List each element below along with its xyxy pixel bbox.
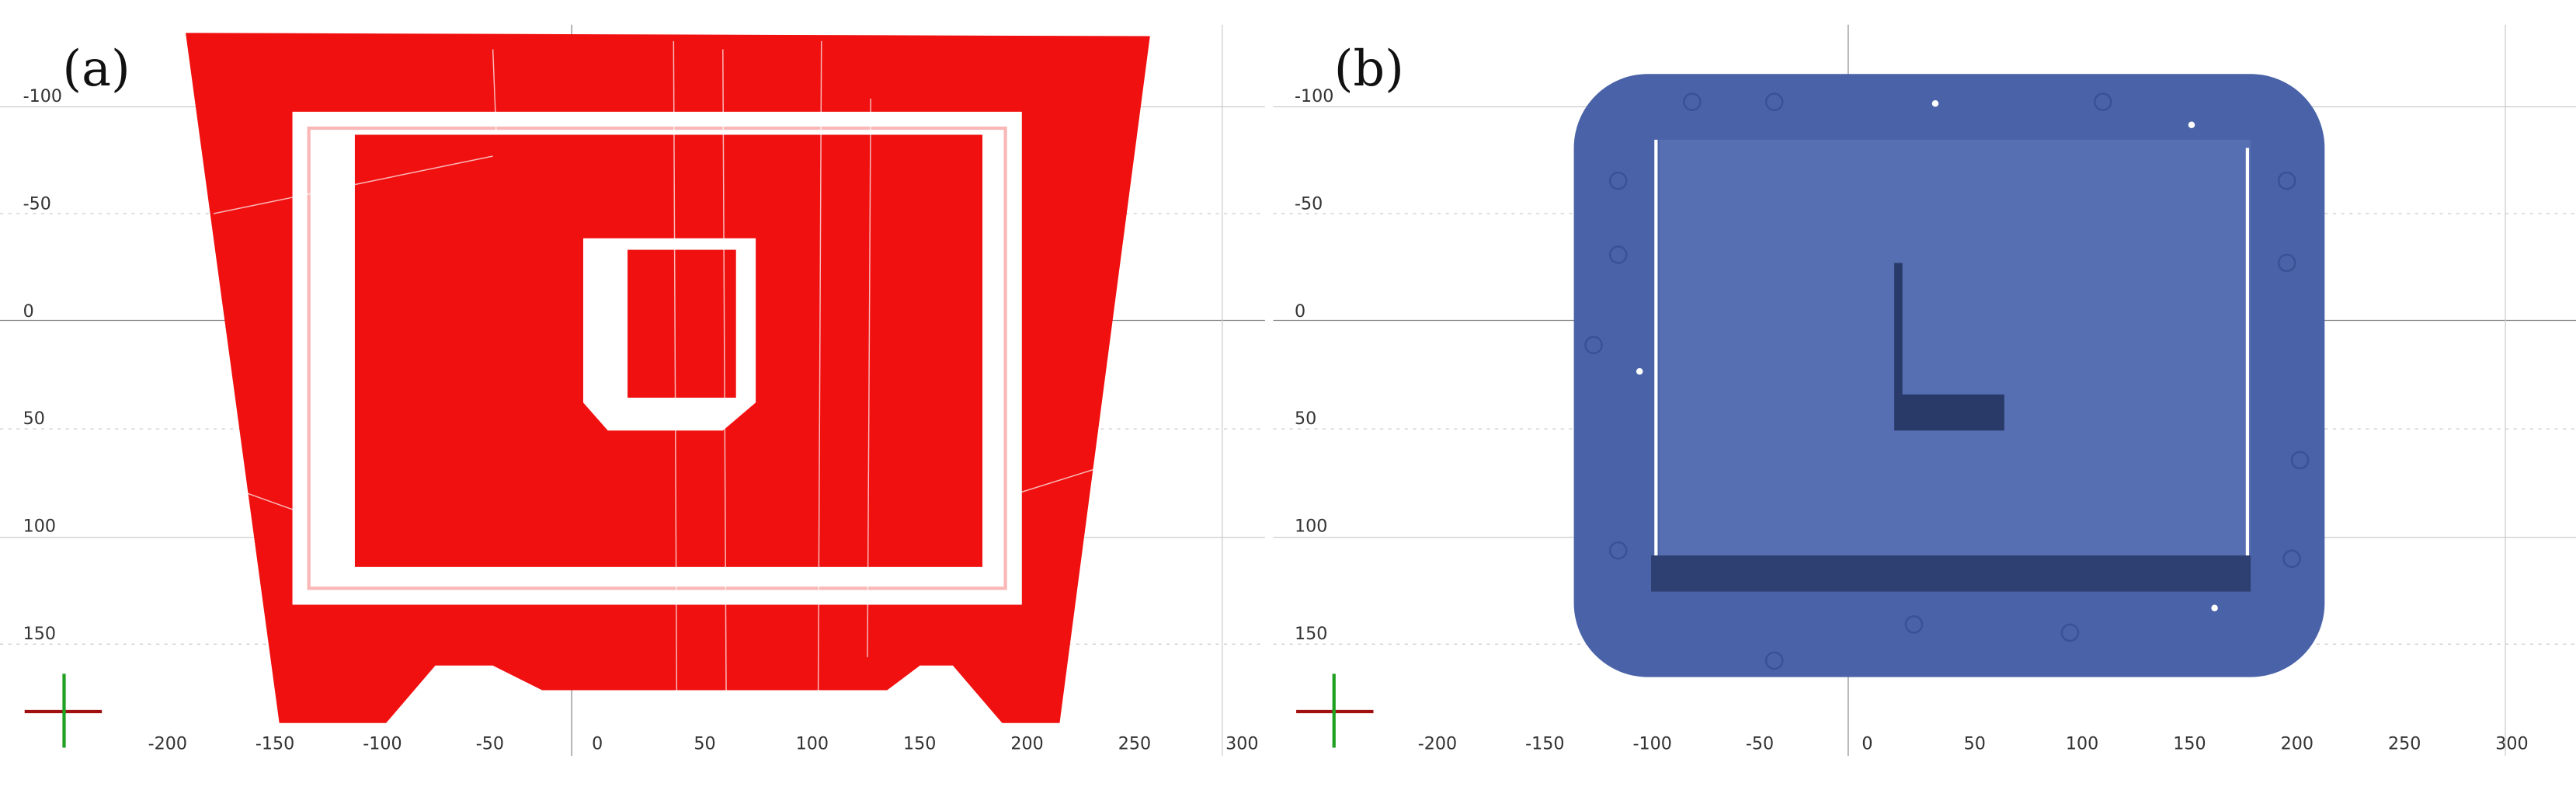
axis-triad xyxy=(24,673,1374,748)
x-tick-label: -200 xyxy=(148,734,187,754)
x-tick-label: -150 xyxy=(1525,734,1564,754)
y-tick-label: 0 xyxy=(1295,301,1305,322)
y-tick-label: 50 xyxy=(1295,409,1316,429)
x-tick-label: -100 xyxy=(363,734,402,754)
panel-label: (b) xyxy=(1334,40,1404,97)
y-tick-label: 0 xyxy=(23,301,34,322)
x-tick-label: 300 xyxy=(1225,734,1258,754)
surface-model xyxy=(1573,74,2325,677)
x-tick-label: 50 xyxy=(1964,734,1986,754)
x-tick-label: 100 xyxy=(2066,734,2098,754)
point-cloud xyxy=(186,33,1150,723)
x-tick-label: 200 xyxy=(1010,734,1043,754)
x-tick-label: 150 xyxy=(2173,734,2206,754)
y-tick-label: 100 xyxy=(1295,517,1327,537)
x-tick-label: -150 xyxy=(256,734,294,754)
x-tick-label: -50 xyxy=(476,734,504,754)
x-tick-label: 250 xyxy=(1118,734,1151,754)
y-tick-label: -50 xyxy=(23,194,51,214)
y-tick-label: 100 xyxy=(23,517,56,537)
y-tick-label: -50 xyxy=(1295,194,1323,214)
x-tick-label: 0 xyxy=(1862,734,1872,754)
panel-label: (a) xyxy=(62,40,130,97)
x-tick-label: 250 xyxy=(2388,734,2421,754)
x-tick-label: -100 xyxy=(1633,734,1672,754)
x-tick-label: -200 xyxy=(1418,734,1457,754)
x-tick-label: 0 xyxy=(592,734,603,754)
y-tick-label: 150 xyxy=(23,624,56,644)
y-tick-label: -100 xyxy=(1295,86,1333,106)
y-tick-label: 150 xyxy=(1295,624,1327,644)
y-tick-label: -100 xyxy=(23,86,62,106)
x-tick-label: 50 xyxy=(694,734,715,754)
y-tick-label: 50 xyxy=(23,409,45,429)
x-tick-label: -50 xyxy=(1746,734,1774,754)
x-tick-label: 300 xyxy=(2495,734,2528,754)
x-tick-label: 200 xyxy=(2281,734,2314,754)
x-tick-label: 100 xyxy=(796,734,829,754)
x-tick-label: 150 xyxy=(903,734,936,754)
